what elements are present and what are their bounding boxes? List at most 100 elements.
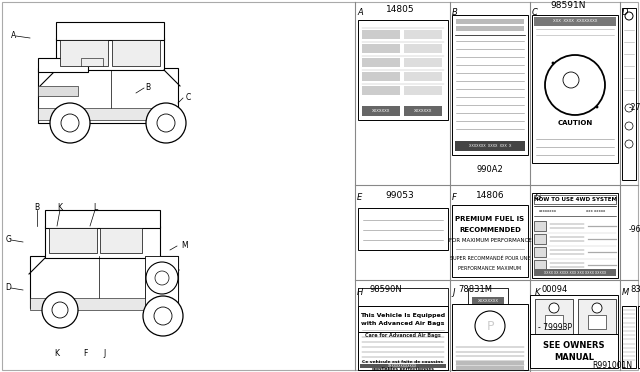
Bar [358, 332, 448, 370]
Text: A: A [357, 8, 363, 17]
Text: with Advanced Air Bags: with Advanced Air Bags [362, 321, 445, 327]
Text: PREMIUM FUEL IS: PREMIUM FUEL IS [456, 216, 525, 222]
Bar [362, 44, 400, 53]
Bar [404, 58, 442, 67]
Text: RECOMMENDED: RECOMMENDED [459, 227, 521, 233]
Circle shape [157, 114, 175, 132]
Bar [622, 306, 636, 368]
Bar [362, 30, 400, 39]
Text: 83033W: 83033W [630, 285, 640, 295]
Bar [534, 221, 546, 231]
Text: E: E [357, 193, 362, 202]
Bar [530, 334, 618, 368]
Bar [534, 260, 546, 270]
Text: K: K [54, 349, 60, 357]
Text: XXXXXXXXXXXXX: XXXXXXXXXXXXX [388, 364, 418, 368]
Bar [534, 247, 546, 257]
Bar [38, 68, 178, 123]
Bar [45, 226, 160, 258]
Text: XXXXXXX  XXXX  XXX  X: XXXXXXX XXXX XXX X [469, 144, 511, 148]
Circle shape [549, 303, 559, 313]
Bar [456, 26, 524, 31]
Bar [532, 15, 618, 163]
Circle shape [155, 271, 169, 285]
Bar [532, 193, 618, 278]
Bar [81, 58, 103, 66]
Bar [362, 58, 400, 67]
Bar [452, 15, 528, 155]
Text: P: P [486, 320, 493, 333]
Text: B: B [145, 83, 150, 93]
Bar [534, 17, 616, 26]
Bar [49, 228, 97, 253]
Text: M: M [622, 288, 629, 297]
Text: CAUTION: CAUTION [557, 120, 593, 126]
Bar [452, 205, 528, 277]
Bar [38, 108, 178, 120]
Text: SEE OWNERS: SEE OWNERS [543, 341, 605, 350]
Text: XXXXXXXXX: XXXXXXXXX [400, 300, 424, 304]
Bar [362, 72, 400, 81]
Bar [535, 299, 573, 335]
Circle shape [50, 103, 90, 143]
Bar [56, 38, 164, 70]
Text: F: F [452, 193, 457, 202]
Bar [472, 297, 504, 304]
Text: H: H [357, 288, 364, 297]
Bar [358, 288, 448, 306]
Circle shape [143, 296, 183, 336]
Bar [534, 269, 616, 276]
Circle shape [42, 292, 78, 328]
Text: 98590N: 98590N [370, 285, 403, 295]
Text: J: J [452, 288, 454, 297]
Text: PERFORMANCE MAXIMUM: PERFORMANCE MAXIMUM [458, 266, 522, 270]
Circle shape [475, 311, 505, 341]
Text: XXXXXXX: XXXXXXX [372, 109, 390, 113]
Bar [112, 40, 160, 66]
Circle shape [146, 262, 178, 294]
Circle shape [545, 55, 605, 115]
Text: K: K [535, 288, 541, 297]
Bar [45, 210, 160, 228]
Text: F: F [83, 349, 87, 357]
Circle shape [625, 12, 633, 20]
Bar [100, 228, 142, 253]
Text: C: C [532, 8, 538, 17]
Text: 00094: 00094 [542, 285, 568, 295]
Circle shape [154, 307, 172, 325]
Bar [404, 44, 442, 53]
Text: -96908: -96908 [629, 225, 640, 234]
Circle shape [625, 140, 633, 148]
Text: xxxxxxxx: xxxxxxxx [539, 209, 557, 213]
Text: 98591N: 98591N [550, 0, 586, 10]
Text: 99053: 99053 [386, 190, 414, 199]
Text: XXXXXXXX: XXXXXXXX [477, 298, 499, 302]
Text: Care for Advanced Air Bags: Care for Advanced Air Bags [365, 333, 441, 337]
Text: 14806: 14806 [476, 190, 504, 199]
Text: D: D [5, 283, 11, 292]
Bar [404, 72, 442, 81]
Bar [534, 195, 616, 204]
Bar [145, 256, 178, 306]
Text: FOR MAXIMUM PERFORMANCE: FOR MAXIMUM PERFORMANCE [449, 238, 531, 244]
Circle shape [146, 103, 186, 143]
Bar [545, 315, 563, 329]
Text: - 79993P: - 79993P [538, 324, 572, 333]
Text: R991001N: R991001N [592, 362, 632, 371]
Bar [362, 86, 400, 95]
Text: This Vehicle Is Equipped: This Vehicle Is Equipped [360, 312, 445, 317]
Text: 78831M: 78831M [458, 285, 492, 295]
Text: A: A [11, 32, 16, 41]
Bar [530, 295, 618, 340]
Text: -27850J: -27850J [629, 103, 640, 112]
Bar [404, 106, 442, 116]
Text: gonflables perfectionnes: gonflables perfectionnes [372, 367, 434, 371]
Bar [56, 22, 164, 40]
Text: SUPER RECOMMANDÉ POUR UNE: SUPER RECOMMANDÉ POUR UNE [450, 256, 531, 260]
Bar [578, 299, 616, 335]
Text: Ce vehicule est faite de coussins: Ce vehicule est faite de coussins [362, 360, 444, 364]
Bar [452, 304, 528, 370]
Text: M: M [182, 241, 188, 250]
Bar [358, 20, 448, 120]
Text: 990A2: 990A2 [477, 166, 504, 174]
